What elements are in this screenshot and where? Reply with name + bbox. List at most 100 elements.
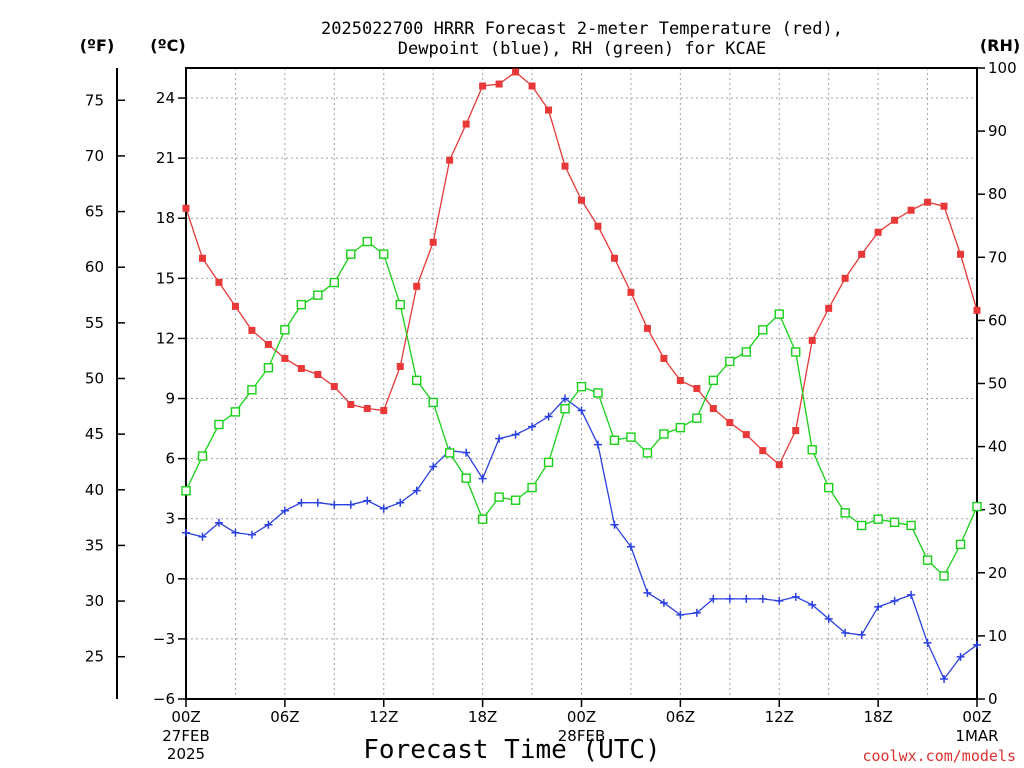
dewpoint-point xyxy=(363,496,372,505)
dewpoint-point xyxy=(659,598,668,607)
temperature-point xyxy=(479,82,487,90)
temperature-point xyxy=(264,340,272,348)
rh-point xyxy=(296,299,307,310)
dewpoint-point xyxy=(528,422,537,431)
data-series xyxy=(181,68,982,683)
dewpoint-point xyxy=(313,498,322,507)
rh-point xyxy=(659,429,669,439)
temperature-point xyxy=(676,376,684,384)
x-tick-label-time: 12Z xyxy=(369,708,398,726)
x-tick-label-date: 1MAR xyxy=(955,727,998,745)
rh-point xyxy=(642,448,653,458)
dewpoint-point xyxy=(429,462,438,471)
dewpoint-point xyxy=(725,594,734,603)
fahrenheit-tick-label: 70 xyxy=(85,147,104,165)
celsius-tick-label: 24 xyxy=(156,89,175,107)
rh-tick-label: 100 xyxy=(988,59,1017,77)
fahrenheit-tick-label: 45 xyxy=(85,425,104,443)
rh-point xyxy=(889,517,900,528)
rh-tick-label: 90 xyxy=(988,122,1007,140)
dewpoint-point xyxy=(841,628,850,637)
rh-point xyxy=(527,482,537,493)
dewpoint-point xyxy=(626,542,635,551)
temperature-point xyxy=(314,370,322,378)
rh-point xyxy=(230,407,241,417)
temperature-point xyxy=(660,354,668,362)
rh-point xyxy=(626,432,636,442)
temperature-point xyxy=(759,447,767,455)
temperature-point xyxy=(363,405,371,413)
dewpoint-point xyxy=(890,596,899,605)
x-axis-title: Forecast Time (UTC) xyxy=(363,735,660,765)
rh-point xyxy=(412,375,422,386)
x-tick-label-date: 28FEB xyxy=(558,727,605,745)
temperature-point xyxy=(248,326,256,334)
dewpoint-point xyxy=(379,504,388,513)
dewpoint-point xyxy=(561,394,570,403)
rh-point xyxy=(543,457,554,468)
temperature-point xyxy=(841,274,849,282)
rh-point xyxy=(939,571,949,581)
dewpoint-point xyxy=(940,674,949,683)
rh-point xyxy=(461,473,471,483)
dewpoint-point xyxy=(643,588,652,597)
rh-point xyxy=(791,347,801,357)
temperature-point xyxy=(495,80,503,88)
temperature-point xyxy=(198,254,206,262)
celsius-tick-label: 0 xyxy=(165,570,175,588)
temperature-point xyxy=(874,228,882,236)
celsius-tick-label: 21 xyxy=(156,149,175,167)
x-tick-label-time: 00Z xyxy=(962,708,991,726)
rh-point xyxy=(362,236,372,247)
dewpoint-point xyxy=(593,440,602,449)
rh-point xyxy=(379,249,389,259)
dewpoint-point xyxy=(297,498,306,507)
dewpoint-point xyxy=(412,486,421,495)
rh-point xyxy=(428,397,438,408)
temperature-point xyxy=(891,216,899,224)
x-tick-label-date: 27FEB xyxy=(162,727,209,745)
celsius-tick-label: 9 xyxy=(165,390,175,408)
celsius-tick-label: 15 xyxy=(156,269,175,287)
x-tick-label-time: 00Z xyxy=(171,708,200,726)
temperature-point xyxy=(973,306,981,314)
rh-tick-label: 0 xyxy=(988,690,998,708)
temperature-point xyxy=(792,427,800,435)
temperature-point xyxy=(858,250,866,258)
rh-point xyxy=(197,451,208,461)
rh-tick-label: 80 xyxy=(988,185,1007,203)
rh-point xyxy=(247,385,257,395)
rh-point xyxy=(972,501,982,512)
temperature-point xyxy=(775,461,783,469)
fahrenheit-tick-label: 35 xyxy=(85,536,104,554)
rh-tick-label: 30 xyxy=(988,501,1007,519)
temperature-point xyxy=(528,82,536,90)
fahrenheit-tick-label: 65 xyxy=(85,203,104,221)
rh-point xyxy=(823,482,834,493)
rh-point xyxy=(510,495,521,505)
rh-point xyxy=(494,492,504,502)
rh-point xyxy=(840,508,850,518)
rh-point xyxy=(280,325,290,335)
dewpoint-point xyxy=(577,406,586,415)
temperature-point xyxy=(446,156,454,164)
rh-point xyxy=(758,325,768,335)
rh-point xyxy=(346,249,356,259)
temperature-point xyxy=(726,419,734,427)
celsius-tick-label: 6 xyxy=(165,450,175,468)
rh-point xyxy=(922,555,933,565)
fahrenheit-tick-label: 60 xyxy=(85,258,104,276)
x-tick-label-time: 18Z xyxy=(468,708,497,726)
rh-tick-label: 50 xyxy=(988,375,1007,393)
dewpoint-point xyxy=(264,520,273,529)
rh-tick-label: 40 xyxy=(988,438,1007,456)
temperature-point xyxy=(545,106,553,114)
rh-point xyxy=(609,435,620,445)
fahrenheit-tick-label: 50 xyxy=(85,369,104,387)
rh-point xyxy=(692,413,702,423)
temperature-point xyxy=(297,364,305,372)
dewpoint-point xyxy=(857,630,866,639)
temperature-point xyxy=(709,405,717,413)
celsius-tick-label: 12 xyxy=(156,329,175,347)
chart-title-line1: 2025022700 HRRR Forecast 2-meter Tempera… xyxy=(321,19,843,39)
